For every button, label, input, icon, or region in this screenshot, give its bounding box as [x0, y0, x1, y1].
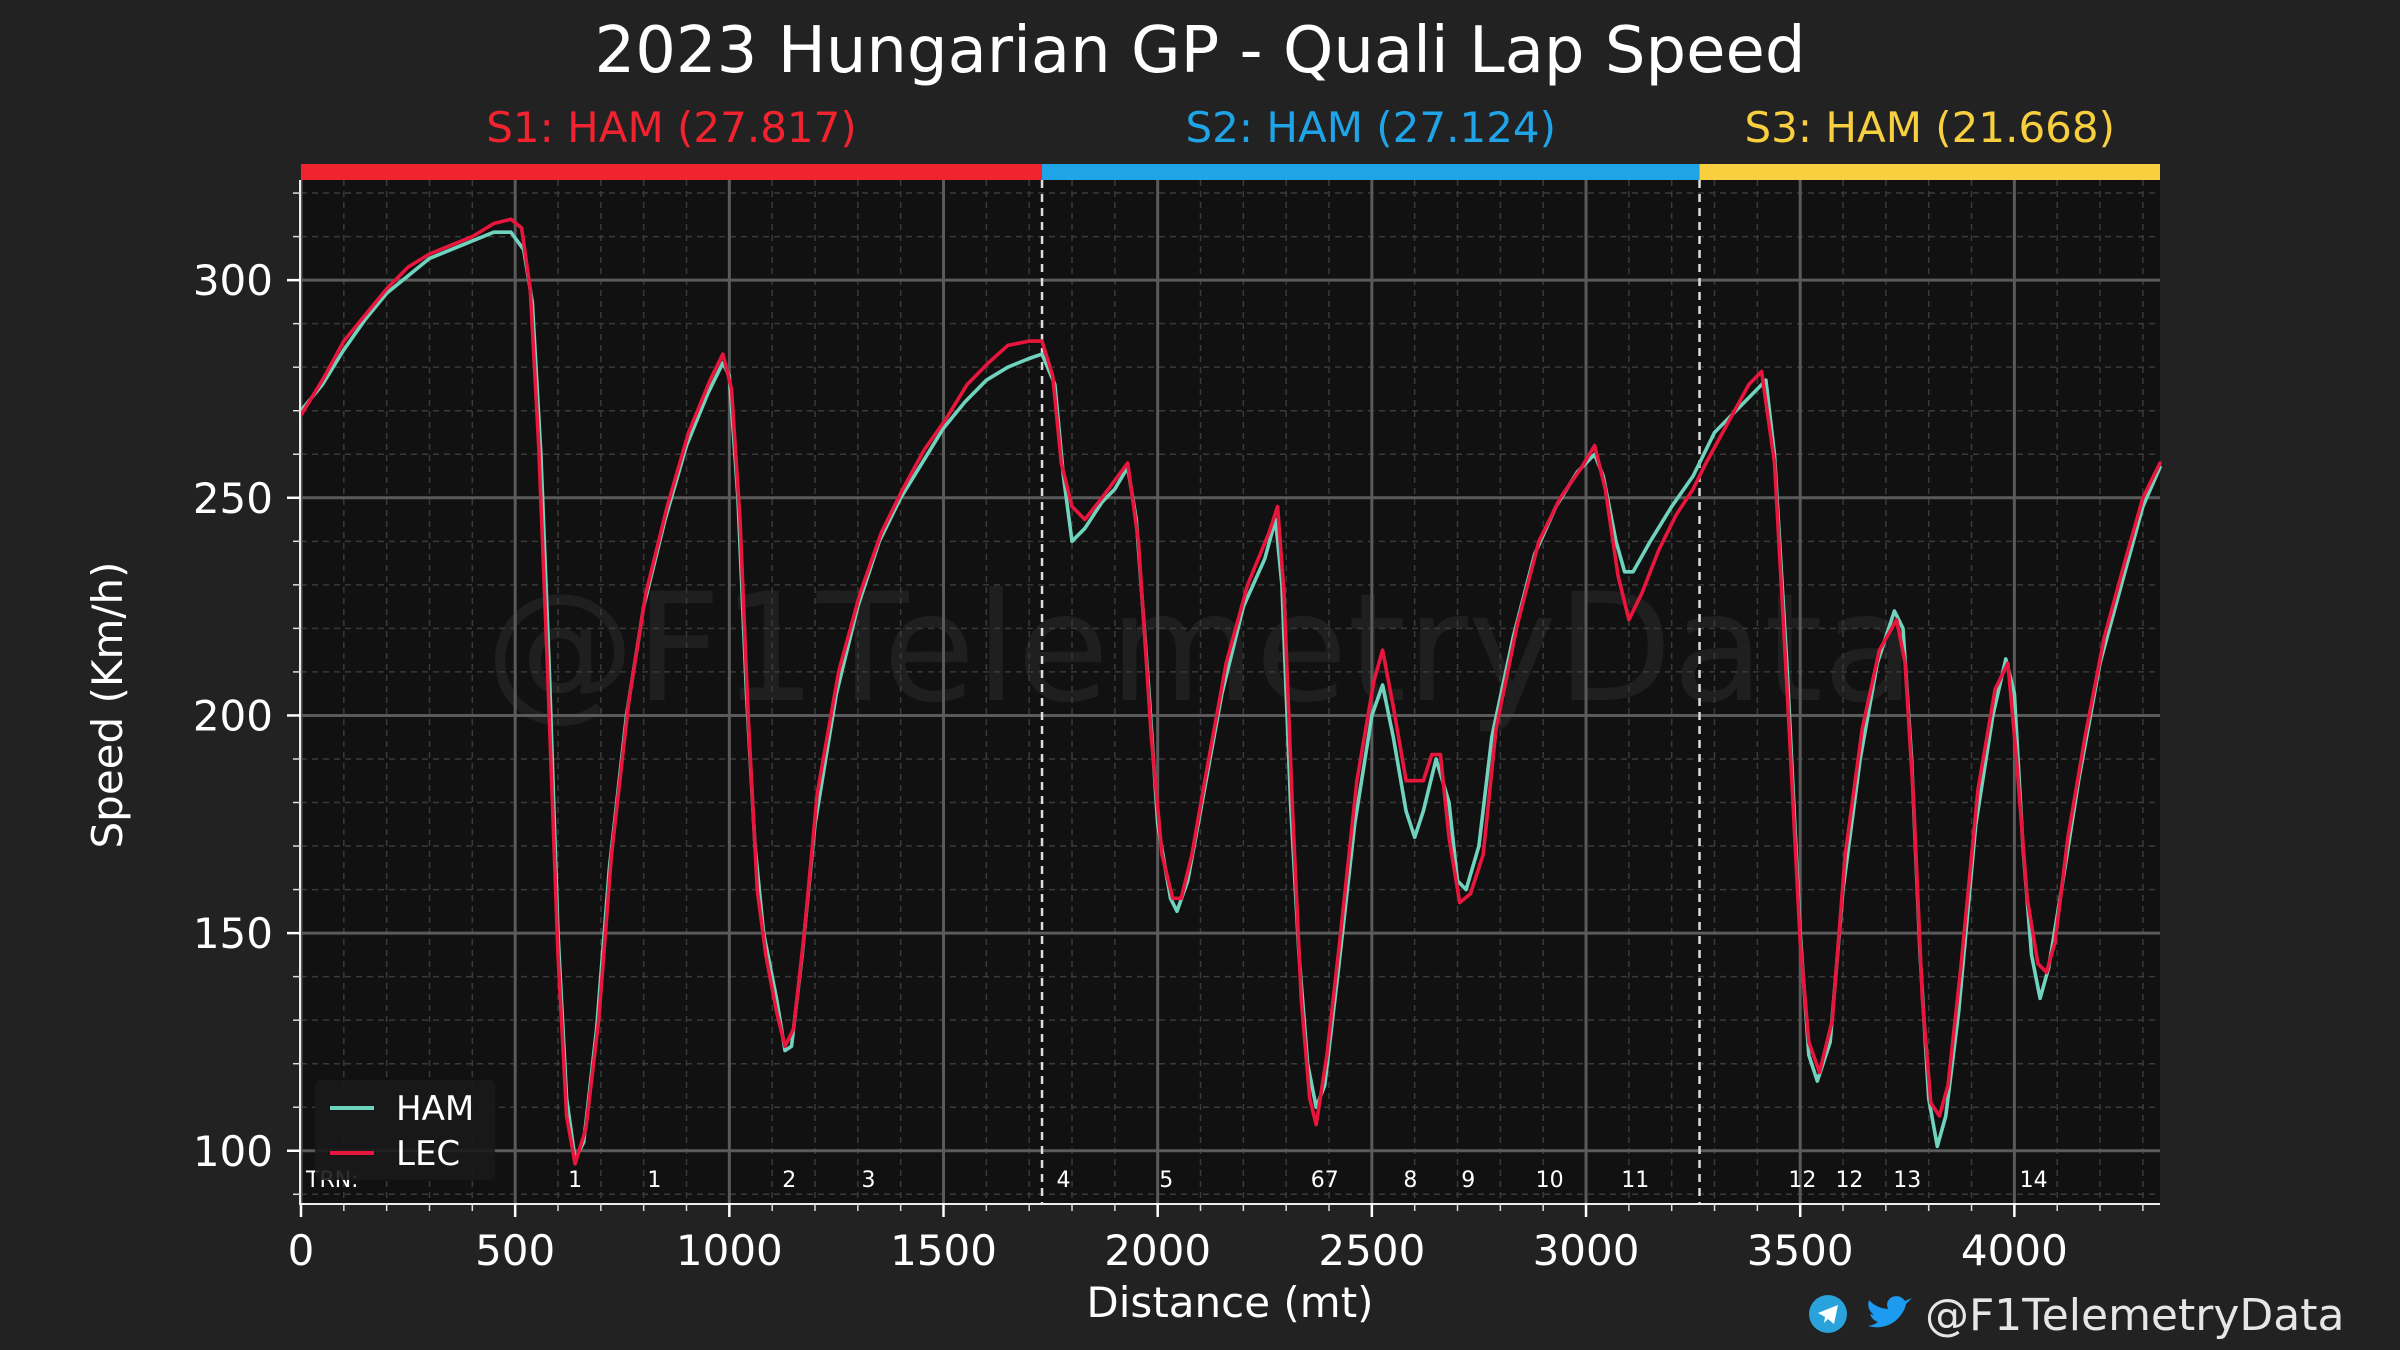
y-tick-label: 150	[193, 909, 273, 958]
turn-label: 13	[1893, 1168, 1921, 1193]
plot-area	[301, 180, 2160, 1203]
chart-title: 2023 Hungarian GP - Quali Lap Speed	[594, 14, 1805, 88]
sector-label: S1: HAM (27.817)	[486, 103, 857, 152]
x-tick-label: 1500	[890, 1226, 997, 1275]
turn-label: 12	[1835, 1168, 1863, 1193]
turn-labels: 1 1 2 3 4 5 67 8 9 10 11 12 12 13 14	[568, 1168, 2048, 1193]
x-tick-label: 4000	[1961, 1226, 2068, 1275]
x-tick-label: 0	[288, 1226, 315, 1275]
turn-label: 8	[1403, 1168, 1417, 1193]
footer-handle: @F1TelemetryData	[1925, 1290, 2344, 1341]
turn-label: 12	[1788, 1168, 1816, 1193]
turn-label: 11	[1621, 1168, 1649, 1193]
y-tick-label: 200	[193, 691, 273, 740]
major-grid	[299, 180, 2160, 1203]
sector-bars	[301, 164, 2160, 182]
legend-label: HAM	[396, 1089, 474, 1129]
y-tick-label: 250	[193, 474, 273, 523]
sector-label: S3: HAM (21.668)	[1745, 103, 2116, 152]
x-axis-label: Distance (mt)	[1086, 1278, 1373, 1327]
legend-label: LEC	[396, 1134, 460, 1174]
turn-label: 10	[1536, 1168, 1564, 1193]
turn-label: 1	[568, 1168, 582, 1193]
turn-label: 4	[1056, 1168, 1070, 1193]
y-tick-label: 100	[193, 1127, 273, 1176]
x-tick-label: 500	[475, 1226, 555, 1275]
turn-label: 14	[2020, 1168, 2048, 1193]
x-tick-label: 3000	[1533, 1226, 1640, 1275]
turn-label: 3	[862, 1168, 876, 1193]
twitter-icon	[1868, 1296, 1912, 1328]
sector-bar	[301, 164, 1043, 182]
sector-labels: S1: HAM (27.817) S2: HAM (27.124) S3: HAM …	[486, 103, 2115, 152]
x-tick-label: 1000	[676, 1226, 783, 1275]
telegram-icon	[1809, 1295, 1847, 1333]
turn-label: 1	[647, 1168, 661, 1193]
y-tick-label: 300	[193, 256, 273, 305]
axes	[299, 180, 2160, 1205]
x-axis-ticks: 0 500 1000 1500 2000 2500 3000 3500 4000	[288, 1203, 2144, 1275]
turn-label: 67	[1311, 1168, 1339, 1193]
sector-dividers	[1040, 180, 1701, 1203]
turn-label: 5	[1159, 1168, 1173, 1193]
x-tick-label: 3500	[1747, 1226, 1854, 1275]
turn-label: 2	[782, 1168, 796, 1193]
x-tick-label: 2000	[1104, 1226, 1211, 1275]
sector-label: S2: HAM (27.124)	[1186, 103, 1557, 152]
legend: HAM LEC	[315, 1080, 495, 1180]
sector-bar	[1042, 164, 1700, 182]
x-tick-label: 2500	[1318, 1226, 1425, 1275]
y-axis-ticks: 100 150 200 250 300	[193, 192, 301, 1196]
series-lines	[299, 217, 2162, 1166]
y-axis-label: Speed (Km/h)	[83, 561, 132, 848]
sector-bar	[1699, 164, 2160, 182]
turn-label: 9	[1461, 1168, 1475, 1193]
series-line-lec	[299, 217, 2162, 1166]
